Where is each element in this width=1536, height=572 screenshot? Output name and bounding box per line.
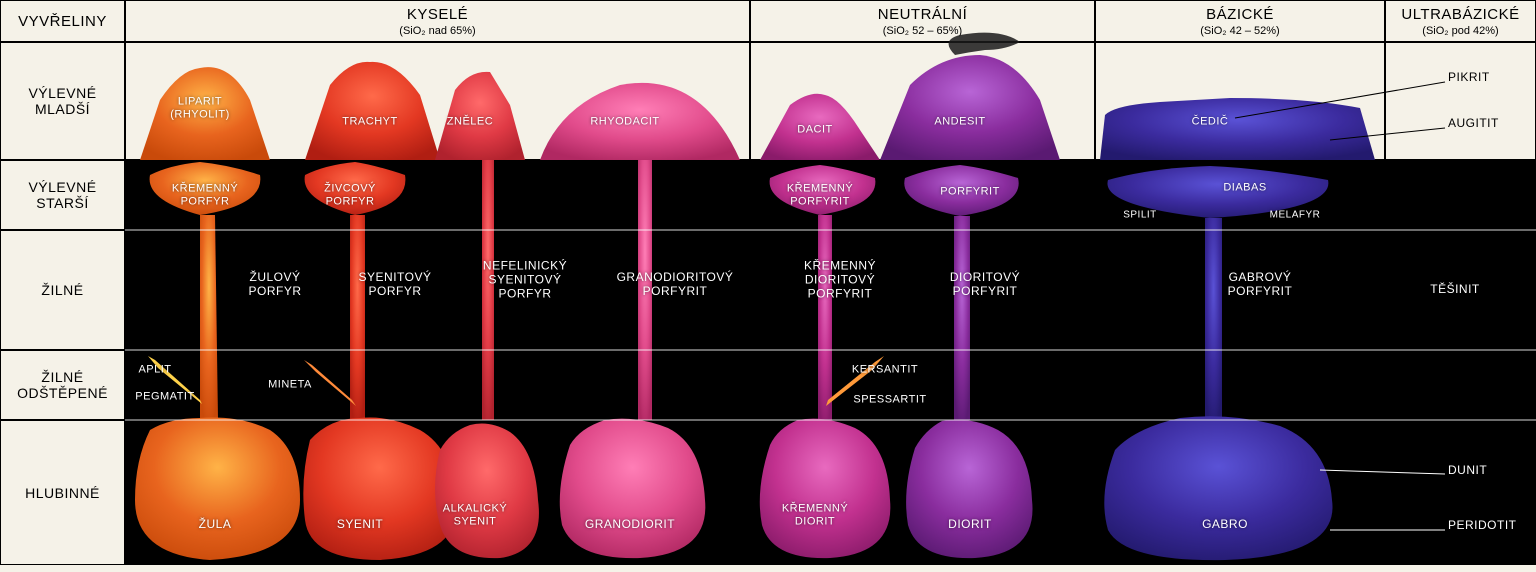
rock-label: GRANODIORIT	[585, 518, 675, 532]
rock-label: MELAFYR	[1270, 209, 1321, 221]
rock-label: DIORIT	[948, 518, 992, 532]
pluton-zula_col	[135, 418, 300, 561]
rock-label: GABRO	[1202, 518, 1248, 532]
rock-label: DIORITOVÝ PORFYRIT	[950, 271, 1020, 299]
stem-syenit_col	[350, 215, 365, 420]
rock-label: DACIT	[797, 124, 833, 137]
rock-label: TĚŠINIT	[1430, 283, 1480, 297]
rock-label: ANDESIT	[934, 116, 985, 129]
rock-label: RHYODACIT	[590, 116, 659, 129]
rock-label: ZNĚLEC	[447, 116, 493, 129]
rock-label: KŘEMENNÝ DIORITOVÝ PORFYRIT	[804, 259, 876, 300]
callout-pikrit: PIKRIT	[1448, 70, 1490, 84]
igneous-rock-diagram: { "type": "infographic", "dimensions": {…	[0, 0, 1536, 572]
stem-zula_col	[200, 215, 218, 420]
rock-label: TRACHYT	[342, 116, 397, 129]
rock-label: ŽIVCOVÝ PORFYR	[324, 182, 376, 207]
pluton-cedic_col	[1104, 416, 1332, 560]
smoke-plume	[949, 33, 1020, 55]
rock-label: KŘEMENNÝ PORFYR	[172, 182, 238, 207]
callout-dunit: DUNIT	[1448, 463, 1487, 477]
volcano-cedic_col	[1100, 98, 1375, 160]
stem-cedic_col	[1205, 218, 1222, 420]
rock-label: NEFELINICKÝ SYENITOVÝ PORFYR	[483, 259, 567, 300]
rock-label: ČEDIČ	[1192, 116, 1229, 129]
rock-label: GRANODIORITOVÝ PORFYRIT	[617, 271, 734, 299]
pluton-rhyodacit_col	[560, 419, 706, 558]
rock-label: ŽULOVÝ PORFYR	[248, 271, 301, 299]
callout-peridotit: PERIDOTIT	[1448, 518, 1517, 532]
callout-line-dunit	[1320, 470, 1445, 474]
rock-label: APLIT	[138, 364, 171, 377]
rock-label: DIABAS	[1223, 182, 1266, 195]
pluton-syenit_col	[303, 418, 455, 561]
pluton-dacit_col	[760, 419, 891, 558]
rock-label: MINETA	[268, 379, 312, 392]
rock-label: GABROVÝ PORFYRIT	[1228, 271, 1293, 299]
rock-label: LIPARIT (RHYOLIT)	[170, 95, 230, 120]
rock-label: SPILIT	[1123, 209, 1157, 221]
stem-dacit_col	[818, 215, 832, 420]
pluton-znelec_col	[435, 424, 539, 559]
rock-label: PORFYRIT	[940, 186, 1000, 199]
rock-label: KŘEMENNÝ PORFYRIT	[787, 182, 853, 207]
volcano-andesit_col	[880, 55, 1060, 160]
pluton-andesit_col	[906, 420, 1032, 558]
rock-label: ŽULA	[199, 518, 232, 532]
rock-label: SPESSARTIT	[853, 394, 926, 407]
rock-label: KERSANTIT	[852, 364, 918, 377]
rock-label: ALKALICKÝ SYENIT	[443, 502, 507, 527]
rock-label: PEGMATIT	[135, 391, 194, 404]
rock-label: SYENIT	[337, 518, 383, 532]
volcano-syenit_col	[305, 62, 440, 160]
rock-label: SYENITOVÝ PORFYR	[359, 271, 432, 299]
magma-shapes	[0, 0, 1536, 572]
rock-label: KŘEMENNÝ DIORIT	[782, 502, 848, 527]
stem-andesit_col	[954, 216, 970, 420]
callout-augitit: AUGITIT	[1448, 116, 1499, 130]
